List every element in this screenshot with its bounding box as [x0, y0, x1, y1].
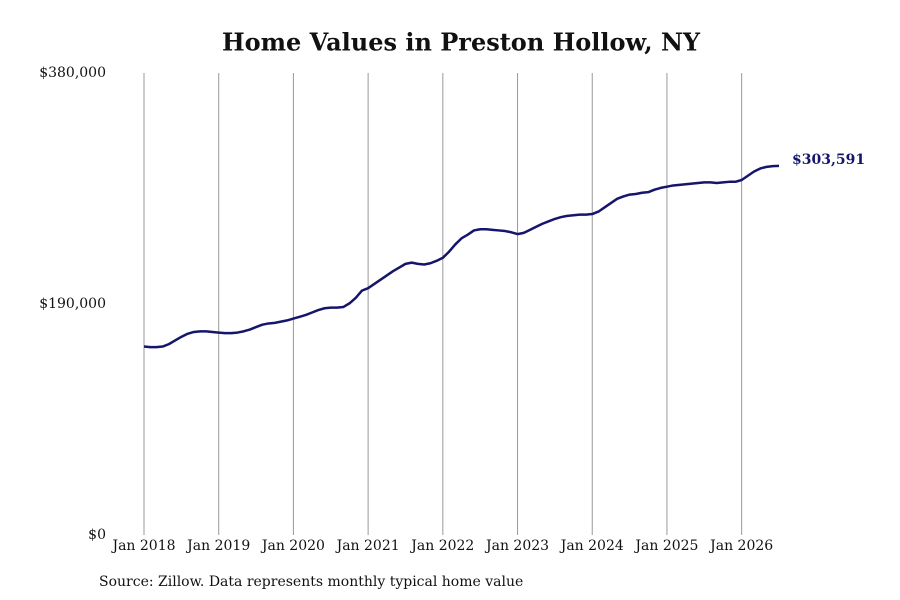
line: [143, 164, 780, 349]
y-tick-label: $190,000: [39, 296, 106, 312]
x-tick-label: Jan 2020: [260, 538, 325, 554]
chart-title: Home Values in Preston Hollow, NY: [222, 28, 701, 57]
source-note: Source: Zillow. Data represents monthly …: [99, 574, 523, 590]
x-tick-label: Jan 2019: [185, 538, 250, 554]
x-tick-label: Jan 2018: [110, 538, 175, 554]
x-tick-label: Jan 2022: [409, 538, 474, 554]
value-label: $303,591: [792, 152, 865, 168]
x-tick-label: Jan 2023: [484, 538, 549, 554]
y-tick-label: $380,000: [39, 65, 106, 81]
x-tick-label: Jan 2026: [708, 538, 773, 554]
x-tick-label: Jan 2025: [633, 538, 698, 554]
x-tick-label: Jan 2024: [559, 538, 624, 554]
y-tick-label: $0: [88, 527, 106, 543]
x-tick-label: Jan 2021: [335, 538, 400, 554]
